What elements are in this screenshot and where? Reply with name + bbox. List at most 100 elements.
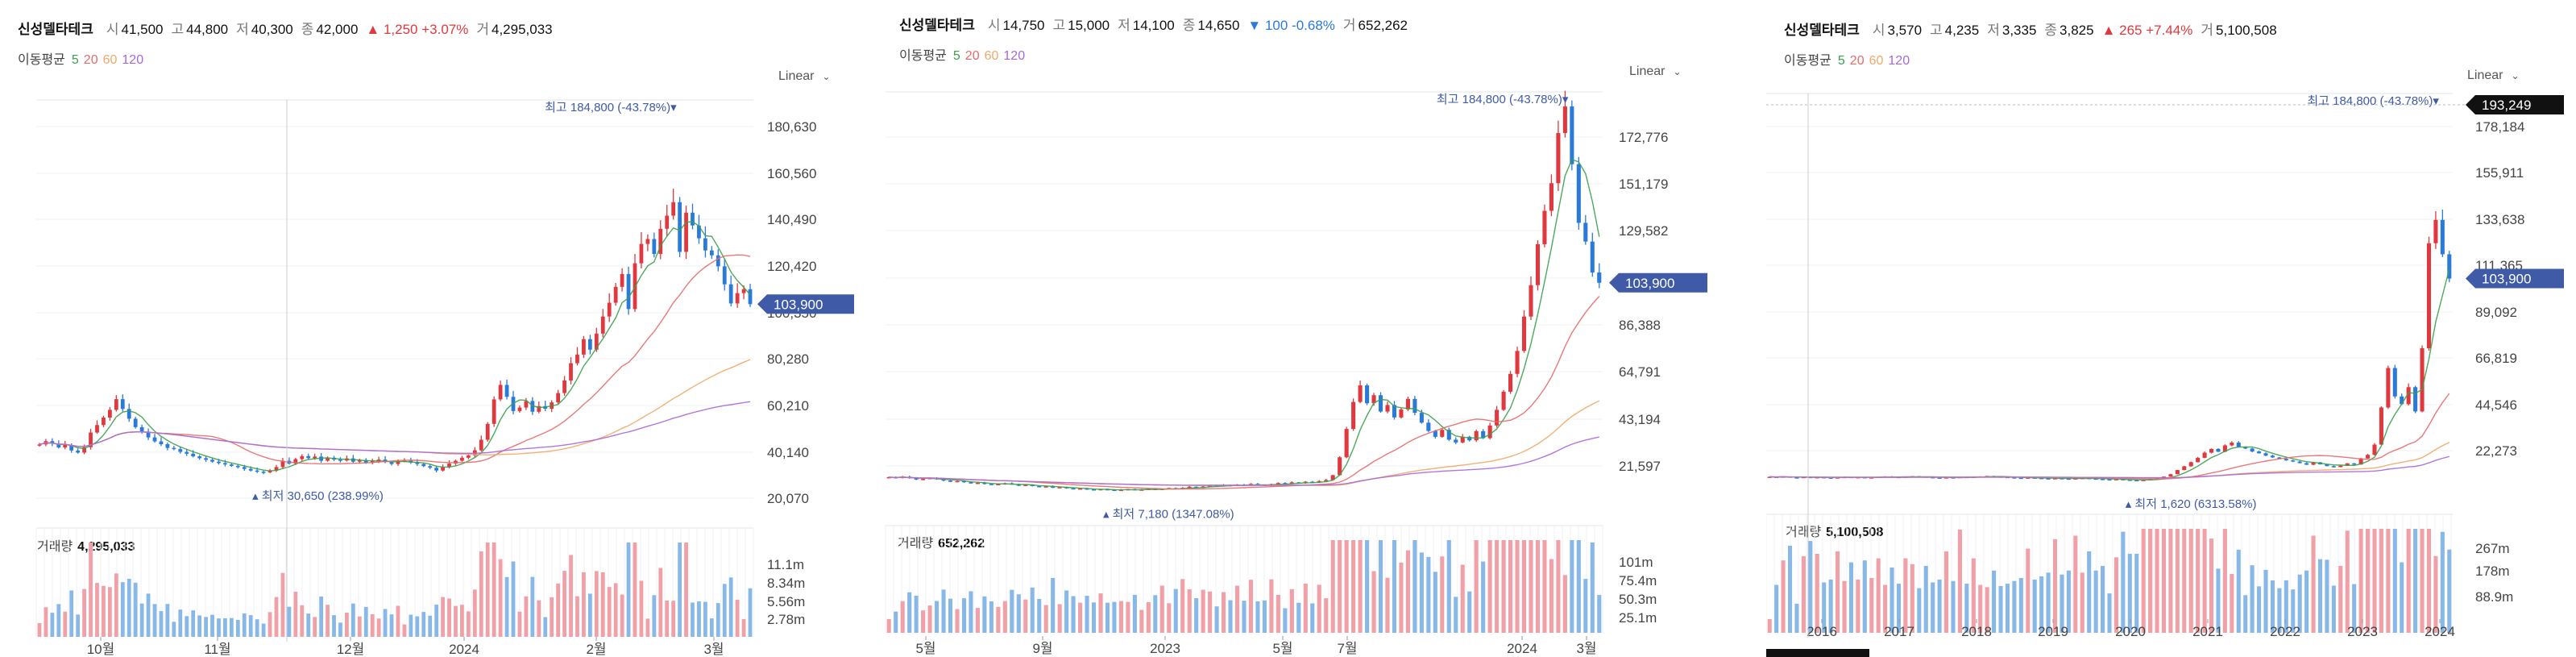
candle-body — [2230, 443, 2234, 446]
volume-bar — [1371, 571, 1376, 633]
candle-body — [235, 465, 240, 468]
candle-body — [658, 228, 663, 255]
ma120-line — [39, 401, 751, 454]
volume-bar — [626, 543, 631, 637]
candle-body — [2052, 478, 2058, 480]
candle-body — [914, 478, 919, 480]
volume-tick-label: 11.1m — [767, 557, 804, 572]
candle-body — [389, 462, 394, 464]
volume-bar — [1385, 577, 1390, 633]
volume-bar — [248, 615, 253, 637]
volume-bar — [460, 605, 464, 637]
candle-body — [2440, 219, 2445, 255]
volume-bar — [1460, 564, 1465, 633]
volume-bar — [1896, 584, 1902, 633]
volume-bar — [550, 597, 554, 637]
ma-period: 120 — [1888, 54, 1910, 68]
candle-body — [1187, 486, 1192, 489]
candle-body — [50, 441, 55, 444]
y-tick-label: 86,388 — [1619, 318, 1661, 333]
candle-body — [2331, 466, 2336, 468]
volume-bar — [2236, 549, 2241, 633]
candle-body — [2413, 387, 2418, 412]
volume-bar — [1365, 540, 1370, 633]
ma-period: 60 — [102, 53, 118, 67]
candle-body — [1338, 457, 1342, 476]
volume-bar — [1173, 588, 1178, 633]
volume-bar — [2426, 529, 2432, 633]
volume-bar — [658, 568, 663, 637]
volume-bar — [1487, 540, 1492, 633]
candle-body — [2297, 461, 2302, 464]
candle-body — [306, 455, 311, 459]
x-tick-label: 11월 — [204, 642, 230, 657]
volume-bar — [948, 598, 953, 633]
candle-body — [204, 458, 208, 460]
candle-body — [1057, 487, 1062, 489]
volume-bar — [1590, 542, 1595, 633]
volume-bar — [517, 611, 522, 637]
volume-bar — [684, 543, 688, 637]
candle-body — [2386, 368, 2391, 408]
scale-dropdown[interactable]: Linear ⌄ — [778, 69, 831, 84]
volume-bar — [274, 597, 279, 637]
volume-bar — [1405, 550, 1410, 633]
volume-bar — [1801, 555, 1806, 633]
volume-bar — [1153, 595, 1158, 633]
scale-dropdown[interactable]: Linear ⌄ — [2467, 69, 2520, 83]
candle-body — [562, 380, 566, 393]
volume-bar — [2372, 529, 2377, 633]
candle-body — [582, 339, 586, 355]
x-tick-label: 2018 — [1961, 624, 1992, 639]
volume-bar — [1583, 579, 1588, 633]
candlestick-chart[interactable]: 172,776151,179129,582107,98586,38864,791… — [881, 0, 1736, 657]
x-tick-label: 2019 — [2038, 624, 2068, 639]
volume-bar — [2168, 529, 2173, 633]
volume-bar — [152, 604, 157, 637]
candlestick-chart[interactable]: 178,184155,911133,638111,36589,09266,819… — [1766, 0, 2576, 657]
scale-dropdown[interactable]: Linear ⌄ — [1629, 64, 1682, 79]
y-tick-label: 21,597 — [1619, 459, 1661, 474]
volume-bar — [363, 606, 368, 637]
candle-body — [1570, 106, 1574, 164]
volume-bar — [223, 617, 227, 637]
ma-label: 이동평균 — [899, 49, 947, 63]
volume-bar — [2073, 535, 2078, 633]
volume-bar — [1883, 584, 1888, 633]
quote-field-value: 44,800 — [186, 22, 229, 37]
volume-bar — [261, 623, 266, 637]
candle-body — [569, 363, 573, 380]
x-tick-label: 2022 — [2270, 624, 2300, 639]
volume-bar — [95, 583, 99, 637]
candle-body — [242, 467, 247, 469]
candle-body — [1051, 486, 1056, 489]
ma-period: 120 — [122, 53, 144, 67]
candle-body — [1454, 439, 1458, 443]
candle-body — [2420, 348, 2425, 412]
x-tick-label: 2021 — [2192, 624, 2223, 639]
stock-name: 신성델타테크 — [899, 18, 975, 33]
quote-header: 신성델타테크 시 41,500 고 44,800 저 40,300 종 42,000 ▲ 1,25… — [18, 18, 561, 38]
volume-bar — [1951, 580, 1956, 633]
candle-body — [300, 455, 305, 459]
volume-bar — [921, 610, 926, 633]
ma5-line — [39, 221, 751, 472]
volume-bar — [741, 618, 746, 637]
volume-bar — [2284, 580, 2288, 633]
volume-bar — [735, 599, 740, 637]
x-tick-label: 2024 — [2425, 624, 2455, 639]
y-tick-label: 40,140 — [767, 445, 809, 460]
candlestick-chart[interactable]: 180,630160,560140,490120,420100,35080,28… — [0, 0, 854, 657]
candle-body — [56, 443, 61, 448]
volume-bar — [1957, 530, 1962, 633]
volume-bar — [2222, 529, 2227, 633]
volume-bar — [1433, 572, 1437, 633]
scrollbar-thumb[interactable] — [1766, 649, 1869, 657]
candle-body — [1576, 164, 1581, 223]
x-tick-label: 2023 — [2347, 624, 2378, 639]
high-price-label: 최고 184,800 (-43.78%)▾ — [1437, 93, 1569, 106]
y-tick-label: 160,560 — [767, 166, 816, 181]
candle-body — [2236, 443, 2241, 447]
candle-body — [703, 238, 707, 251]
volume-bar — [1440, 556, 1445, 633]
